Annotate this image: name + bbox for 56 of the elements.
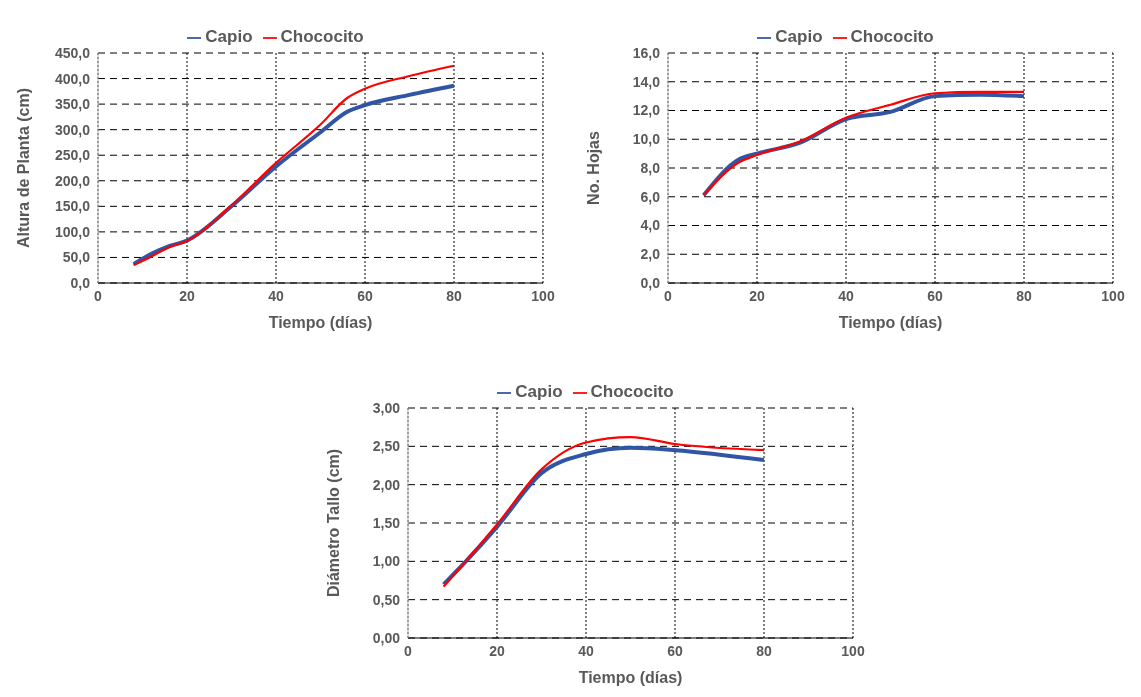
x-tick-label: 40 <box>838 287 854 304</box>
x-tick-label: 0 <box>664 287 673 304</box>
y-axis-title: No. Hojas <box>584 131 602 205</box>
x-tick-label: 60 <box>357 287 373 304</box>
x-tick-label: 80 <box>1016 287 1032 304</box>
y-tick-label: 50,0 <box>62 249 91 266</box>
y-tick-label: 16,0 <box>632 44 661 61</box>
y-tick-label: 12,0 <box>632 102 661 119</box>
y-axis-title: Altura de Planta (cm) <box>14 87 32 249</box>
legend-label: Chococito <box>590 382 674 401</box>
y-tick-label: 2,0 <box>640 246 661 263</box>
y-tick-label: 6,0 <box>640 188 661 205</box>
x-tick-label: 60 <box>667 642 683 659</box>
y-tick-label: 2,00 <box>372 476 401 493</box>
x-tick-label: 100 <box>841 642 865 659</box>
x-tick-label: 100 <box>1101 287 1125 304</box>
y-tick-label: 350,0 <box>54 96 91 113</box>
x-tick-label: 80 <box>756 642 772 659</box>
y-tick-label: 0,0 <box>70 274 91 291</box>
y-tick-label: 0,0 <box>640 274 661 291</box>
x-tick-label: 20 <box>179 287 195 304</box>
y-tick-label: 250,0 <box>54 147 91 164</box>
y-tick-label: 8,0 <box>640 159 661 176</box>
y-tick-label: 200,0 <box>54 172 91 189</box>
y-tick-label: 10,0 <box>632 131 661 148</box>
x-axis-title: Tiempo (días) <box>268 314 373 331</box>
y-tick-label: 150,0 <box>54 198 91 215</box>
legend-label: Chococito <box>850 27 934 46</box>
x-tick-label: 40 <box>578 642 594 659</box>
y-tick-label: 14,0 <box>632 73 661 90</box>
y-tick-label: 0,00 <box>372 629 401 646</box>
y-tick-label: 450,0 <box>54 44 91 61</box>
x-axis-title: Tiempo (días) <box>838 314 943 331</box>
x-tick-label: 20 <box>749 287 765 304</box>
x-tick-label: 40 <box>268 287 284 304</box>
y-tick-label: 1,50 <box>372 514 401 531</box>
legend-label: Capio <box>205 27 253 46</box>
x-tick-label: 100 <box>531 287 555 304</box>
y-tick-label: 0,50 <box>372 591 401 608</box>
legend-label: Chococito <box>280 27 364 46</box>
x-tick-label: 0 <box>404 642 413 659</box>
x-tick-label: 0 <box>94 287 103 304</box>
y-axis-title: Diámetro Tallo (cm) <box>324 448 342 598</box>
y-tick-label: 100,0 <box>54 223 91 240</box>
y-tick-label: 2,50 <box>372 438 401 455</box>
x-tick-label: 20 <box>489 642 505 659</box>
y-tick-label: 400,0 <box>54 70 91 87</box>
x-axis-title: Tiempo (días) <box>578 669 683 686</box>
x-tick-label: 80 <box>446 287 462 304</box>
x-tick-label: 60 <box>927 287 943 304</box>
y-tick-label: 4,0 <box>640 217 661 234</box>
y-tick-label: 300,0 <box>54 121 91 138</box>
legend-label: Capio <box>515 382 563 401</box>
y-tick-label: 1,00 <box>372 553 401 570</box>
legend-label: Capio <box>775 27 823 46</box>
y-tick-label: 3,00 <box>372 399 401 416</box>
